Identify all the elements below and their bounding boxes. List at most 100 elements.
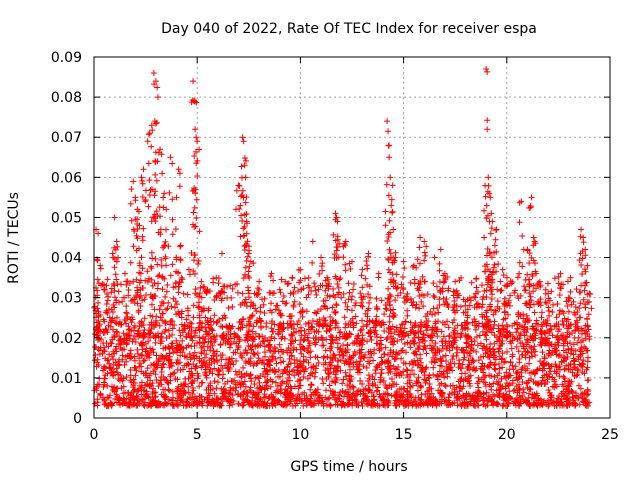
data-point [538, 328, 545, 335]
data-point [469, 392, 476, 399]
data-point [257, 385, 264, 392]
data-point [188, 343, 195, 350]
data-point [287, 322, 294, 329]
data-point [148, 143, 155, 150]
data-point [284, 320, 291, 327]
data-point [262, 368, 269, 375]
data-point [293, 395, 300, 402]
data-point [360, 390, 367, 397]
data-point [134, 235, 141, 242]
data-point [454, 322, 461, 329]
data-point [126, 399, 133, 406]
data-point [108, 340, 115, 347]
data-point [347, 331, 354, 338]
data-point [415, 402, 422, 409]
data-point [347, 366, 354, 373]
data-point [341, 314, 348, 321]
data-point [279, 298, 286, 305]
data-point [211, 350, 218, 357]
data-point [587, 290, 594, 297]
data-point [334, 340, 341, 347]
data-point [533, 285, 540, 292]
data-point [244, 253, 251, 260]
data-point [138, 351, 145, 358]
data-point [243, 194, 250, 201]
data-point [584, 323, 591, 330]
data-point [302, 366, 309, 373]
data-point [206, 361, 213, 368]
data-point [91, 331, 98, 338]
data-point [324, 276, 331, 283]
data-point [509, 362, 516, 369]
data-point [184, 307, 191, 314]
data-point [373, 388, 380, 395]
data-point [298, 350, 305, 357]
data-point [146, 177, 153, 184]
data-point [522, 367, 529, 374]
data-point [141, 402, 148, 409]
data-point [336, 240, 343, 247]
data-point [238, 380, 245, 387]
data-point [409, 401, 416, 408]
data-point [514, 321, 521, 328]
data-point [298, 332, 305, 339]
data-point [382, 222, 389, 229]
data-point [582, 268, 589, 275]
data-point [128, 328, 135, 335]
data-point [300, 373, 307, 380]
data-point [445, 361, 452, 368]
data-point [465, 363, 472, 370]
data-point [115, 358, 122, 365]
data-point [388, 196, 395, 203]
data-point [507, 292, 514, 299]
data-point [474, 390, 481, 397]
data-point [105, 394, 112, 401]
data-point [111, 282, 118, 289]
data-point [387, 174, 394, 181]
data-point [487, 324, 494, 331]
data-point [169, 388, 176, 395]
data-point [219, 315, 226, 322]
data-point [262, 393, 269, 400]
data-point [161, 275, 168, 282]
data-point [387, 307, 394, 314]
data-point [325, 373, 332, 380]
data-point [555, 273, 562, 280]
data-point [507, 359, 514, 366]
data-point [111, 264, 118, 271]
data-point [136, 222, 143, 229]
data-point [115, 288, 122, 295]
data-point [240, 364, 247, 371]
data-point [583, 315, 590, 322]
data-point [270, 277, 277, 284]
data-point [104, 276, 111, 283]
data-point [320, 380, 327, 387]
data-point [123, 278, 130, 285]
data-point [247, 355, 254, 362]
data-point [581, 287, 588, 294]
data-point [178, 308, 185, 315]
data-point [253, 308, 260, 315]
data-point [517, 400, 524, 407]
data-point [114, 243, 121, 250]
data-point [359, 317, 366, 324]
data-point [503, 348, 510, 355]
data-point [350, 324, 357, 331]
data-point [426, 342, 433, 349]
data-point [170, 394, 177, 401]
data-point [316, 397, 323, 404]
data-point [346, 375, 353, 382]
data-point [137, 286, 144, 293]
data-point [490, 311, 497, 318]
data-point [277, 289, 284, 296]
data-point [516, 322, 523, 329]
data-point [291, 320, 298, 327]
data-point [451, 360, 458, 367]
data-point [242, 337, 249, 344]
data-point [446, 332, 453, 339]
data-point [547, 392, 554, 399]
data-point [472, 294, 479, 301]
data-point [365, 291, 372, 298]
data-point [481, 362, 488, 369]
